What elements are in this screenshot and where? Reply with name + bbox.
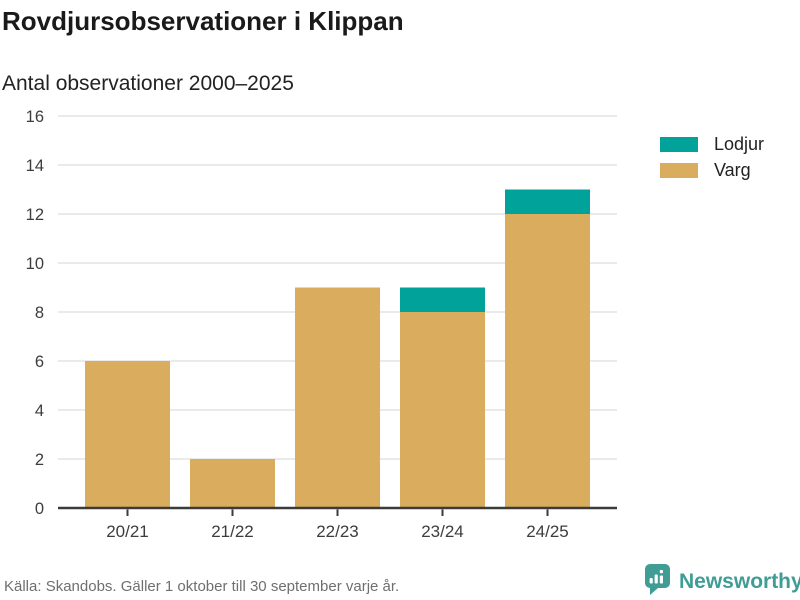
brand-name: Newsworthy (679, 570, 800, 593)
y-tick-label-8: 8 (35, 304, 44, 322)
brand-lockup: Newsworthy (644, 564, 800, 596)
newsworthy-logo-icon (645, 564, 670, 595)
y-tick-label-4: 4 (35, 402, 44, 420)
legend-swatch-lodjur (660, 136, 698, 152)
y-tick-label-6: 6 (35, 353, 44, 371)
legend-item-varg: Varg (660, 160, 764, 180)
chart-title: Rovdjursobservationer i Klippan (2, 6, 404, 36)
legend-swatch-varg (660, 162, 698, 178)
x-tick-label-21/22: 21/22 (211, 522, 254, 541)
legend-item-lodjur: Lodjur (660, 134, 765, 154)
y-tick-label-2: 2 (35, 451, 44, 469)
legend: Lodjur Varg (660, 134, 765, 188)
source-note: Källa: Skandobs. Gäller 1 oktober till 3… (4, 578, 400, 595)
bar-varg-24/25 (505, 214, 590, 508)
chart-subtitle: Antal observationer 2000–2025 (2, 72, 294, 95)
y-tick-label-14: 14 (26, 157, 44, 175)
bar-lodjur-24/25 (505, 189, 590, 214)
x-tick-label-22/23: 22/23 (316, 522, 359, 541)
legend-label-varg: Varg (714, 160, 751, 180)
bar-varg-23/24 (400, 312, 485, 508)
bar-varg-22/23 (295, 287, 380, 508)
x-tick-label-20/21: 20/21 (106, 522, 149, 541)
y-tick-label-0: 0 (35, 500, 44, 518)
bar-lodjur-23/24 (400, 287, 485, 312)
x-tick-label-23/24: 23/24 (421, 522, 464, 541)
x-tick-label-24/25: 24/25 (526, 522, 569, 541)
legend-label-lodjur: Lodjur (714, 134, 765, 154)
y-tick-label-10: 10 (26, 255, 44, 273)
y-tick-label-12: 12 (26, 206, 44, 224)
bar-varg-21/22 (190, 459, 275, 508)
bar-varg-20/21 (85, 361, 170, 508)
y-tick-label-16: 16 (26, 108, 44, 126)
